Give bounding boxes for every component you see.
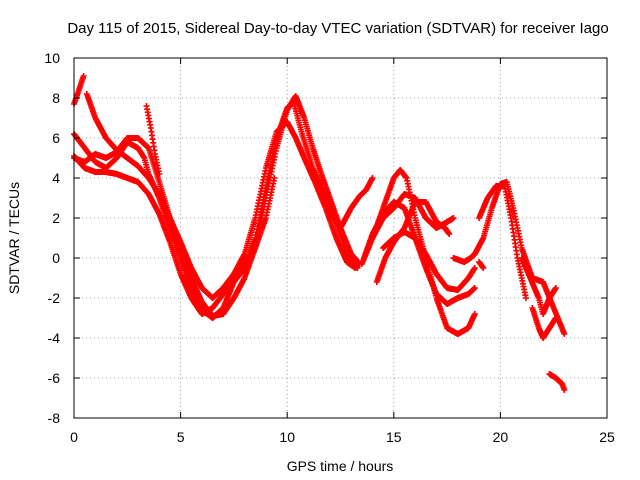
x-tick-label: 20 (493, 429, 509, 445)
data-point (450, 215, 457, 221)
x-tick-label: 15 (386, 429, 402, 445)
data-point (369, 175, 376, 181)
chart-title: Day 115 of 2015, Sidereal Day-to-day VTE… (67, 20, 608, 37)
data-series (71, 73, 568, 393)
data-series-3 (71, 99, 361, 321)
data-series-1 (71, 73, 87, 107)
data-series-7 (337, 175, 376, 231)
y-tick-label: -4 (48, 330, 61, 346)
data-point (471, 285, 478, 291)
data-series-6 (143, 103, 163, 177)
y-tick-label: 2 (52, 210, 60, 226)
y-tick-label: 0 (52, 250, 60, 266)
y-tick-label: -8 (48, 410, 61, 426)
x-tick-label: 25 (599, 429, 615, 445)
data-series-5 (71, 135, 278, 301)
y-axis-label: SDTVAR / TECUs (6, 182, 22, 294)
y-tick-label: 10 (44, 50, 60, 66)
data-series-12 (380, 229, 478, 293)
axis-ticks: 0 5 10 15 20 25 -8 -6 -4 -2 0 2 4 6 8 10 (44, 50, 615, 445)
x-tick-label: 0 (70, 429, 78, 445)
data-point (446, 231, 453, 237)
data-series-8 (358, 167, 478, 337)
y-tick-label: -2 (48, 290, 61, 306)
data-series-18 (546, 371, 568, 393)
data-series-11 (369, 191, 457, 241)
x-tick-label: 10 (279, 429, 295, 445)
x-axis-label: GPS time / hours (287, 458, 394, 474)
data-series-4 (71, 119, 359, 317)
data-point (352, 265, 359, 271)
data-point (80, 73, 87, 79)
y-tick-label: 6 (52, 130, 60, 146)
data-point (471, 311, 478, 317)
y-tick-label: 4 (52, 170, 60, 186)
y-tick-label: -6 (48, 370, 61, 386)
data-series-15 (476, 259, 487, 271)
data-point (271, 175, 278, 181)
data-point (156, 171, 163, 177)
x-tick-label: 5 (177, 429, 185, 445)
y-tick-label: 8 (52, 90, 60, 106)
